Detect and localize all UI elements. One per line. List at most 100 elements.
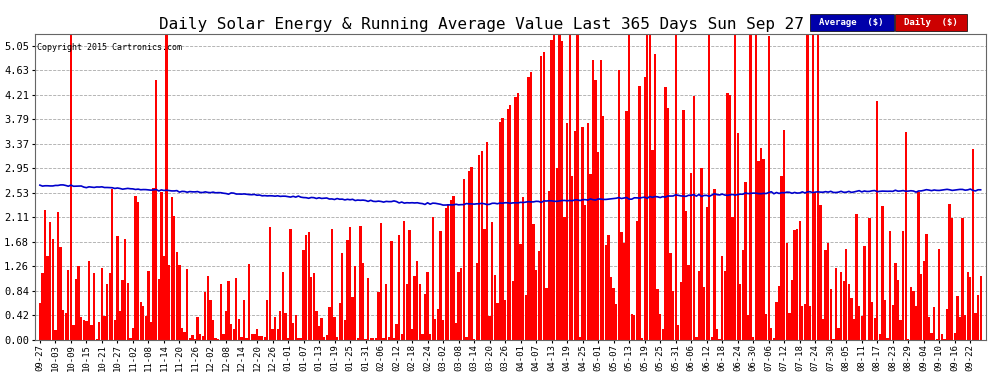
Bar bbox=[241, 337, 243, 340]
Bar bbox=[276, 328, 279, 340]
Bar bbox=[953, 333, 956, 340]
Bar bbox=[700, 168, 703, 340]
Bar bbox=[706, 207, 708, 340]
Bar bbox=[530, 72, 532, 340]
Bar bbox=[124, 238, 127, 340]
Bar bbox=[460, 268, 462, 340]
Bar bbox=[321, 318, 323, 340]
Bar bbox=[920, 274, 923, 340]
Bar bbox=[667, 108, 669, 340]
Bar bbox=[948, 204, 950, 340]
Bar bbox=[432, 217, 434, 340]
Bar bbox=[44, 210, 47, 340]
Bar bbox=[547, 191, 550, 340]
Bar bbox=[804, 304, 806, 340]
Bar bbox=[449, 200, 452, 340]
Bar bbox=[711, 338, 713, 340]
Bar bbox=[103, 316, 106, 340]
Bar bbox=[114, 320, 116, 340]
Bar bbox=[414, 276, 416, 340]
Bar bbox=[149, 322, 152, 340]
Bar bbox=[765, 314, 767, 340]
Bar bbox=[812, 31, 814, 340]
Bar bbox=[401, 334, 403, 340]
Bar bbox=[773, 338, 775, 340]
Bar bbox=[555, 168, 558, 340]
Bar bbox=[47, 256, 49, 340]
Bar bbox=[838, 328, 840, 340]
Bar bbox=[809, 306, 811, 340]
Bar bbox=[545, 288, 547, 340]
Bar bbox=[83, 320, 85, 340]
Bar bbox=[605, 245, 607, 340]
Bar bbox=[191, 335, 193, 340]
Bar bbox=[814, 192, 817, 340]
Bar bbox=[820, 204, 822, 340]
Bar bbox=[602, 116, 605, 340]
Bar bbox=[979, 276, 982, 340]
Bar bbox=[175, 252, 178, 340]
Bar bbox=[132, 327, 134, 340]
Bar bbox=[452, 196, 454, 340]
Bar bbox=[246, 338, 248, 340]
Bar bbox=[886, 339, 889, 340]
Bar bbox=[918, 192, 920, 340]
Bar bbox=[568, 31, 571, 340]
Bar bbox=[959, 317, 961, 340]
Bar bbox=[623, 243, 625, 340]
Text: Copyright 2015 Cartronics.com: Copyright 2015 Cartronics.com bbox=[37, 44, 181, 52]
Bar bbox=[194, 339, 196, 340]
Bar bbox=[308, 231, 310, 340]
Bar bbox=[173, 216, 175, 340]
Bar bbox=[501, 118, 504, 340]
Bar bbox=[966, 272, 969, 340]
Bar bbox=[876, 100, 878, 340]
Bar bbox=[786, 243, 788, 340]
Bar bbox=[199, 334, 201, 340]
Bar bbox=[538, 251, 540, 340]
Bar bbox=[822, 318, 824, 340]
Bar bbox=[162, 256, 165, 340]
Bar bbox=[873, 318, 876, 340]
Bar bbox=[636, 221, 639, 340]
Bar bbox=[111, 189, 114, 340]
Bar bbox=[626, 111, 628, 340]
Bar bbox=[445, 208, 446, 340]
Bar bbox=[93, 273, 95, 340]
Bar bbox=[222, 334, 225, 340]
Bar bbox=[233, 329, 235, 340]
Bar bbox=[933, 307, 936, 340]
Bar bbox=[746, 315, 749, 340]
Bar bbox=[318, 326, 320, 340]
Bar bbox=[442, 321, 445, 340]
Bar bbox=[628, 31, 631, 340]
Bar bbox=[770, 328, 772, 340]
Bar bbox=[348, 227, 351, 340]
Bar bbox=[385, 284, 387, 340]
Bar bbox=[331, 230, 333, 340]
Bar bbox=[680, 282, 682, 340]
Bar bbox=[170, 196, 173, 340]
Bar bbox=[494, 274, 496, 340]
Bar bbox=[329, 306, 331, 340]
Bar bbox=[964, 315, 966, 340]
Bar bbox=[533, 224, 535, 340]
Bar bbox=[39, 303, 41, 340]
Bar bbox=[690, 173, 692, 340]
Bar bbox=[488, 316, 491, 340]
Bar bbox=[406, 284, 408, 340]
Bar bbox=[248, 264, 250, 340]
Bar bbox=[693, 96, 695, 340]
Text: Daily  ($): Daily ($) bbox=[904, 18, 958, 27]
Bar bbox=[517, 93, 519, 340]
Bar bbox=[300, 338, 302, 340]
Bar bbox=[594, 80, 597, 340]
Bar bbox=[646, 31, 648, 340]
Bar bbox=[713, 189, 716, 340]
Bar bbox=[435, 319, 437, 340]
Bar bbox=[236, 278, 238, 340]
Bar bbox=[388, 337, 390, 340]
Bar bbox=[931, 333, 933, 340]
Bar bbox=[109, 273, 111, 340]
Bar bbox=[913, 291, 915, 340]
